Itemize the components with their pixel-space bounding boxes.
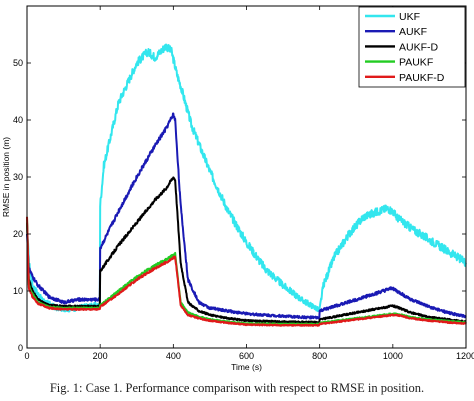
series-line-aukf-d	[26, 176, 467, 325]
y-tick-label: 50	[13, 58, 23, 68]
y-tick-label: 0	[18, 343, 23, 353]
legend-entry: PAUKF	[399, 57, 433, 69]
x-tick-label: 200	[93, 351, 108, 361]
y-tick-label: 10	[13, 286, 23, 296]
series-line-paukf-d	[26, 216, 467, 327]
y-tick-label: 30	[13, 172, 23, 182]
series-layer	[26, 43, 467, 327]
x-tick-label: 1200	[456, 351, 474, 361]
x-tick-label: 1000	[383, 351, 403, 361]
tick-layer: 0 200 400 600 800 1000 1200 0 10 20 30 40 50	[13, 6, 474, 361]
legend-entry: UKF	[399, 11, 420, 23]
x-axis-label: Time (s)	[231, 362, 262, 372]
legend-entry: AUKF	[399, 26, 427, 38]
y-axis-label: RMSE in position (m)	[1, 137, 11, 217]
series-line-ukf	[26, 43, 467, 313]
y-tick-label: 40	[13, 115, 23, 125]
x-tick-label: 0	[24, 351, 29, 361]
x-tick-label: 800	[312, 351, 327, 361]
rmse-chart: 0 200 400 600 800 1000 1200 0 10 20 30 40 50 Time (s…	[1, 5, 474, 372]
figure-caption: Fig. 1: Case 1. Performance comparison w…	[49, 381, 425, 395]
x-tick-label: 600	[239, 351, 254, 361]
legend-entry: AUKF-D	[399, 41, 439, 53]
x-tick-label: 400	[166, 351, 181, 361]
y-tick-label: 20	[13, 229, 23, 239]
legend-entry: PAUKF-D	[399, 72, 445, 84]
legend: UKF AUKF AUKF-D PAUKF PAUKF-D	[358, 6, 466, 88]
series-line-aukf	[26, 112, 467, 320]
